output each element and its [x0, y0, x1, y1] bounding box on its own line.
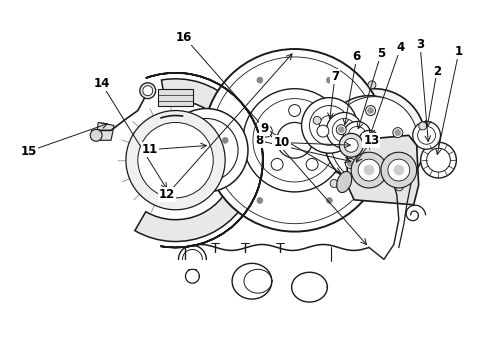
Circle shape [394, 165, 404, 175]
Text: 1: 1 [455, 45, 463, 58]
Polygon shape [347, 135, 418, 205]
Circle shape [336, 125, 346, 135]
Text: 6: 6 [353, 50, 361, 63]
Text: 16: 16 [176, 31, 193, 44]
Text: 9: 9 [260, 122, 269, 135]
Circle shape [211, 57, 378, 224]
Circle shape [257, 77, 263, 83]
Circle shape [140, 83, 156, 99]
Text: 3: 3 [416, 38, 424, 51]
Circle shape [348, 126, 366, 144]
Circle shape [126, 111, 225, 210]
Circle shape [203, 49, 386, 231]
Circle shape [243, 89, 346, 192]
Text: 2: 2 [433, 64, 441, 77]
Circle shape [310, 105, 349, 145]
Text: 12: 12 [159, 188, 175, 201]
Circle shape [138, 122, 213, 198]
Circle shape [289, 105, 300, 117]
Circle shape [257, 198, 263, 203]
Polygon shape [96, 122, 114, 140]
Circle shape [306, 158, 318, 170]
Circle shape [326, 77, 332, 83]
Circle shape [358, 159, 380, 181]
Circle shape [326, 113, 362, 148]
Circle shape [192, 135, 221, 165]
Circle shape [420, 142, 456, 178]
Polygon shape [158, 89, 194, 105]
Circle shape [165, 109, 248, 192]
Circle shape [344, 138, 358, 152]
Circle shape [343, 121, 371, 149]
Circle shape [393, 128, 403, 138]
Circle shape [174, 118, 238, 182]
Circle shape [339, 133, 363, 157]
Text: 7: 7 [331, 70, 339, 83]
Circle shape [366, 105, 375, 116]
Circle shape [319, 116, 339, 135]
Text: 8: 8 [255, 134, 264, 147]
Circle shape [330, 180, 338, 188]
Text: 10: 10 [273, 136, 290, 149]
Ellipse shape [337, 171, 352, 193]
Circle shape [380, 160, 390, 170]
Circle shape [388, 159, 410, 181]
Circle shape [143, 86, 153, 96]
Circle shape [222, 137, 228, 143]
Circle shape [301, 98, 357, 153]
Text: 4: 4 [396, 41, 405, 54]
Circle shape [324, 96, 414, 185]
Circle shape [331, 103, 407, 178]
Circle shape [419, 122, 427, 130]
Circle shape [413, 121, 441, 149]
Circle shape [338, 127, 344, 132]
Circle shape [361, 137, 367, 143]
Circle shape [277, 122, 313, 158]
Text: 15: 15 [21, 145, 37, 158]
Circle shape [395, 183, 403, 191]
Circle shape [382, 162, 388, 168]
Circle shape [330, 96, 417, 184]
Circle shape [347, 161, 353, 166]
Circle shape [427, 148, 450, 172]
Circle shape [326, 198, 332, 203]
Circle shape [322, 89, 426, 192]
Circle shape [368, 108, 373, 113]
Text: 14: 14 [94, 77, 110, 90]
Circle shape [347, 118, 391, 162]
Circle shape [364, 165, 374, 175]
Text: 11: 11 [142, 143, 158, 156]
Circle shape [359, 130, 379, 150]
Circle shape [253, 99, 336, 182]
Text: 13: 13 [363, 134, 380, 147]
Circle shape [351, 152, 387, 188]
Circle shape [90, 129, 102, 141]
Wedge shape [135, 79, 257, 242]
Circle shape [332, 118, 356, 142]
Circle shape [271, 158, 283, 170]
Circle shape [260, 125, 272, 137]
Circle shape [417, 126, 436, 144]
Circle shape [368, 81, 376, 89]
Text: 5: 5 [377, 47, 385, 60]
Circle shape [345, 158, 355, 168]
Circle shape [313, 116, 321, 124]
Circle shape [317, 125, 329, 137]
Circle shape [395, 130, 401, 136]
Circle shape [381, 152, 416, 188]
